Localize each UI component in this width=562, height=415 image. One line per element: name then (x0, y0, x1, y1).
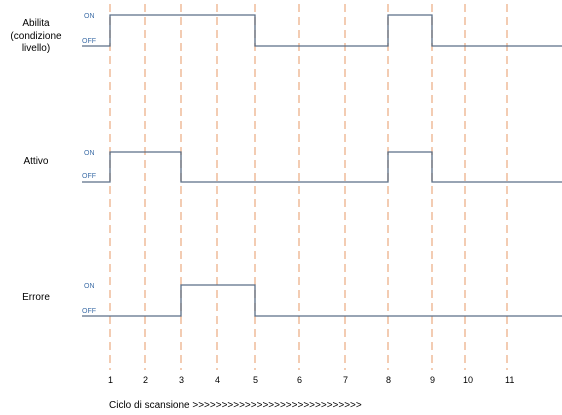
cycle-label-5: 5 (253, 375, 258, 385)
waveform-2 (82, 151, 562, 183)
on-label: ON (84, 283, 95, 290)
cycle-axis: 1 2 3 4 5 6 7 8 9 10 11 (108, 375, 514, 385)
signal-name-line: livello) (22, 43, 50, 54)
off-label: OFF (82, 173, 96, 180)
cycle-guides (109, 4, 508, 370)
on-label: ON (84, 13, 95, 20)
off-label: OFF (82, 308, 96, 315)
cycle-label-9: 9 (430, 375, 435, 385)
cycle-label-6: 6 (297, 375, 302, 385)
footer-label: Ciclo di scansione >>>>>>>>>>>>>>>>>>>>>… (109, 400, 362, 411)
cycle-label-7: 7 (343, 375, 348, 385)
signal-name-line: Abilita (22, 18, 50, 29)
cycle-label-8: 8 (386, 375, 391, 385)
cycle-label-11: 11 (505, 375, 514, 385)
cycle-label-3: 3 (179, 375, 184, 385)
cycle-label-4: 4 (215, 375, 220, 385)
signal-name-line: Errore (22, 292, 50, 303)
waveforms (82, 14, 562, 317)
signal-name-line: (condizione (10, 31, 62, 42)
cycle-label-1: 1 (108, 375, 113, 385)
waveform-1 (82, 14, 562, 47)
cycle-label-10: 10 (463, 375, 473, 385)
signal-name-line: Attivo (23, 156, 48, 167)
on-label: ON (84, 150, 95, 157)
cycle-label-2: 2 (143, 375, 148, 385)
waveform-3 (82, 284, 562, 317)
off-label: OFF (82, 38, 96, 45)
